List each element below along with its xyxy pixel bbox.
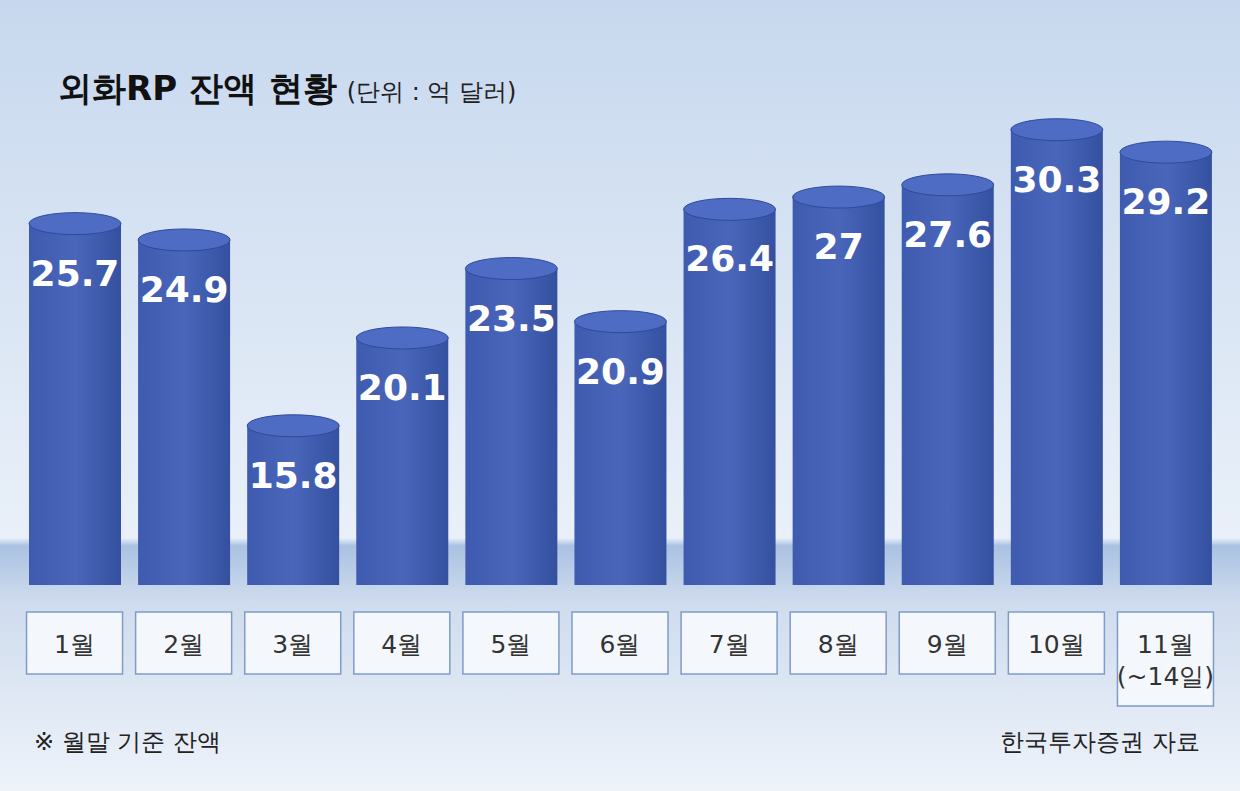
svg-text:11월: 11월: [1137, 630, 1194, 659]
svg-text:8월: 8월: [818, 630, 859, 659]
html-text:외화RP 잔액 현황 (단위 : 억 달러): 외화RP 잔액 현황 (단위 : 억 달러): [58, 68, 517, 108]
svg-text:24.9: 24.9: [140, 269, 229, 310]
svg-text:23.5: 23.5: [467, 298, 556, 339]
svg-text:7월: 7월: [709, 630, 750, 659]
svg-text:1월: 1월: [54, 630, 95, 659]
svg-text:9월: 9월: [927, 630, 968, 659]
svg-text:30.3: 30.3: [1012, 159, 1101, 200]
svg-text:3월: 3월: [272, 630, 313, 659]
html-text:한국투자증권 자료: 한국투자증권 자료: [1000, 728, 1200, 756]
svg-text:25.7: 25.7: [31, 253, 120, 294]
svg-text:20.1: 20.1: [358, 367, 447, 408]
svg-text:26.4: 26.4: [685, 238, 774, 279]
svg-text:4월: 4월: [381, 630, 422, 659]
svg-text:29.2: 29.2: [1121, 181, 1210, 222]
svg-text:27: 27: [814, 226, 864, 267]
svg-text:15.8: 15.8: [249, 455, 338, 496]
svg-text:20.9: 20.9: [576, 351, 665, 392]
svg-text:10월: 10월: [1028, 630, 1085, 659]
html-text:※ 월말 기준 잔액: ※ 월말 기준 잔액: [34, 728, 221, 756]
svg-text:27.6: 27.6: [903, 214, 992, 255]
svg-text:2월: 2월: [163, 630, 204, 659]
svg-text:(~14일): (~14일): [1117, 662, 1214, 691]
svg-text:6월: 6월: [600, 630, 641, 659]
svg-text:5월: 5월: [490, 630, 531, 659]
